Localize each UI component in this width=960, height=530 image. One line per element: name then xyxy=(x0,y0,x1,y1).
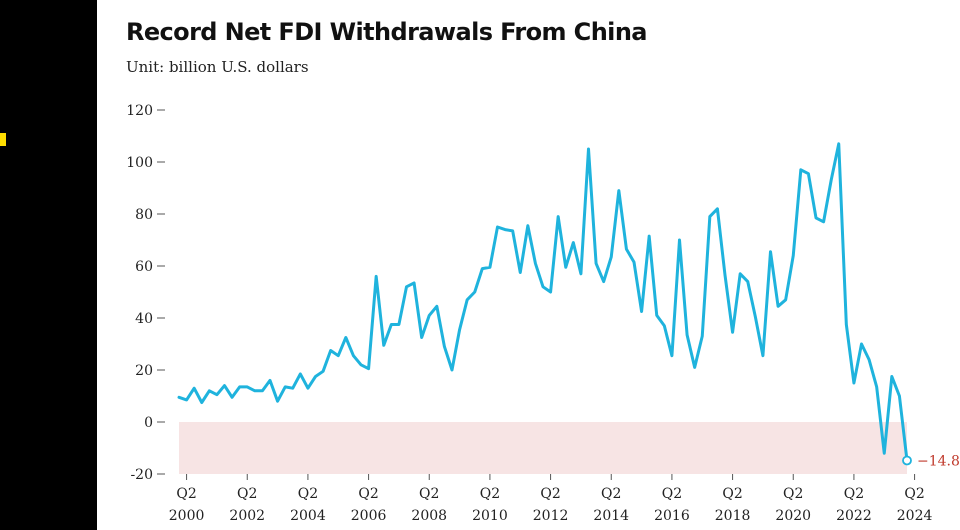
x-tick-year-label: 2016 xyxy=(654,508,690,524)
x-tick-quarter-label: Q2 xyxy=(298,486,318,502)
chart-title: Record Net FDI Withdrawals From China xyxy=(126,18,648,46)
x-tick-year-label: 2022 xyxy=(836,508,872,524)
annotation-layer: −14.8 xyxy=(902,453,960,469)
x-tick-quarter-label: Q2 xyxy=(783,486,803,502)
series-layer xyxy=(177,142,909,462)
y-tick-label: 20 xyxy=(135,363,153,379)
axis-layer: -20 0 20 40 60 80 100 120 Q2 2000 Q2 2002 Q2 2004 Q2 20… xyxy=(126,103,932,524)
y-tick-label: 80 xyxy=(135,207,153,223)
y-tick-label: -20 xyxy=(130,467,153,483)
x-tick-year-label: 2002 xyxy=(229,508,265,524)
x-tick-quarter-label: Q2 xyxy=(237,486,257,502)
series-line xyxy=(177,142,909,462)
x-tick-year-label: 2020 xyxy=(775,508,811,524)
x-tick-year-label: 2004 xyxy=(290,508,326,524)
x-tick-quarter-label: Q2 xyxy=(844,486,864,502)
x-tick-year-label: 2014 xyxy=(593,508,629,524)
x-tick-quarter-label: Q2 xyxy=(540,486,560,502)
x-tick-year-label: 2018 xyxy=(715,508,751,524)
brand-accent-mark xyxy=(0,133,6,146)
chart-subtitle: Unit: billion U.S. dollars xyxy=(126,58,309,76)
x-tick-quarter-label: Q2 xyxy=(419,486,439,502)
x-tick-quarter-label: Q2 xyxy=(176,486,196,502)
y-tick-label: 40 xyxy=(135,311,153,327)
y-tick-label: 100 xyxy=(126,155,153,171)
x-tick-quarter-label: Q2 xyxy=(480,486,500,502)
x-tick-quarter-label: Q2 xyxy=(722,486,742,502)
x-tick-quarter-label: Q2 xyxy=(904,486,924,502)
x-tick-year-label: 2024 xyxy=(897,508,933,524)
x-tick-year-label: 2000 xyxy=(169,508,205,524)
x-tick-quarter-label: Q2 xyxy=(601,486,621,502)
x-tick-quarter-label: Q2 xyxy=(662,486,682,502)
x-tick-year-label: 2008 xyxy=(411,508,447,524)
x-tick-year-label: 2012 xyxy=(533,508,569,524)
end-point-marker xyxy=(902,455,912,466)
x-tick-year-label: 2006 xyxy=(351,508,387,524)
y-tick-label: 120 xyxy=(126,103,153,119)
y-tick-label: 0 xyxy=(144,415,153,431)
negative-value-band xyxy=(179,422,907,474)
y-tick-label: 60 xyxy=(135,259,153,275)
x-tick-year-label: 2010 xyxy=(472,508,508,524)
negative-band-layer xyxy=(179,422,907,474)
end-value-label: −14.8 xyxy=(917,453,960,469)
left-black-bar xyxy=(0,0,97,530)
x-tick-quarter-label: Q2 xyxy=(358,486,378,502)
